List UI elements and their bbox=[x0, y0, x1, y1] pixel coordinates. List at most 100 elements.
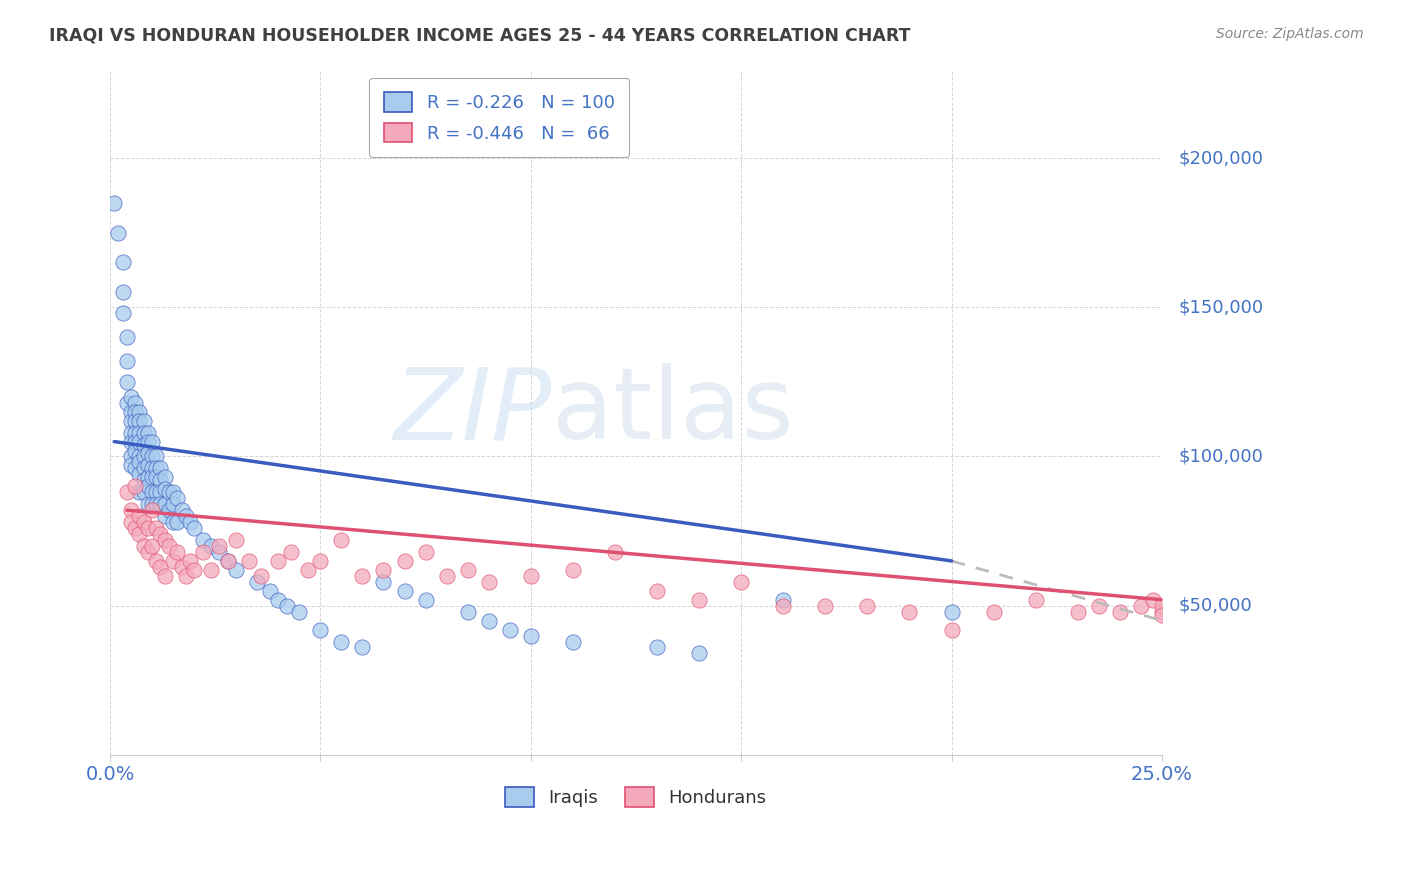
Point bbox=[478, 614, 501, 628]
Point bbox=[124, 414, 146, 428]
Legend: Iraqis, Hondurans: Iraqis, Hondurans bbox=[498, 780, 773, 814]
Point bbox=[128, 434, 150, 449]
Point bbox=[128, 467, 150, 482]
Point bbox=[145, 470, 167, 484]
Point bbox=[107, 226, 129, 240]
Point bbox=[217, 554, 239, 568]
Point bbox=[645, 583, 668, 598]
Point bbox=[128, 455, 150, 469]
Point bbox=[124, 434, 146, 449]
Point bbox=[145, 497, 167, 511]
Point bbox=[124, 425, 146, 440]
Point bbox=[276, 599, 298, 613]
Point bbox=[124, 443, 146, 458]
Point bbox=[267, 554, 290, 568]
Point bbox=[136, 446, 159, 460]
Point bbox=[141, 434, 163, 449]
Point bbox=[179, 554, 201, 568]
Point bbox=[394, 554, 416, 568]
Point bbox=[115, 375, 138, 389]
Point bbox=[120, 503, 142, 517]
Point bbox=[153, 509, 176, 524]
Point bbox=[132, 485, 155, 500]
Point bbox=[208, 545, 231, 559]
Point bbox=[157, 503, 180, 517]
Point bbox=[124, 396, 146, 410]
Point bbox=[141, 539, 163, 553]
Point bbox=[373, 574, 395, 589]
Point bbox=[225, 533, 247, 547]
Point bbox=[457, 563, 479, 577]
Point bbox=[436, 569, 458, 583]
Text: ZIP: ZIP bbox=[394, 363, 551, 460]
Point bbox=[561, 634, 583, 648]
Point bbox=[162, 485, 184, 500]
Point bbox=[128, 414, 150, 428]
Point bbox=[120, 458, 142, 473]
Point bbox=[561, 563, 583, 577]
Point bbox=[145, 450, 167, 464]
Point bbox=[162, 497, 184, 511]
Point bbox=[132, 539, 155, 553]
Point bbox=[179, 515, 201, 529]
Point bbox=[128, 450, 150, 464]
Point bbox=[128, 425, 150, 440]
Point bbox=[149, 474, 172, 488]
Text: $200,000: $200,000 bbox=[1178, 149, 1264, 167]
Point bbox=[250, 569, 273, 583]
Point bbox=[153, 569, 176, 583]
Point bbox=[183, 521, 205, 535]
Point bbox=[128, 509, 150, 524]
Point bbox=[120, 425, 142, 440]
Point bbox=[478, 574, 501, 589]
Point bbox=[246, 574, 269, 589]
Point bbox=[124, 521, 146, 535]
Point bbox=[136, 434, 159, 449]
Point bbox=[162, 515, 184, 529]
Point bbox=[688, 647, 710, 661]
Point bbox=[111, 306, 134, 320]
Point bbox=[1108, 605, 1130, 619]
Text: $150,000: $150,000 bbox=[1178, 298, 1264, 317]
Point bbox=[132, 450, 155, 464]
Point bbox=[141, 450, 163, 464]
Point bbox=[162, 554, 184, 568]
Point bbox=[103, 195, 125, 210]
Point bbox=[115, 396, 138, 410]
Point bbox=[1129, 599, 1152, 613]
Point bbox=[166, 545, 188, 559]
Point bbox=[1087, 599, 1109, 613]
Point bbox=[983, 605, 1005, 619]
Point bbox=[132, 425, 155, 440]
Point bbox=[141, 497, 163, 511]
Point bbox=[645, 640, 668, 655]
Point bbox=[1150, 607, 1173, 622]
Point bbox=[145, 554, 167, 568]
Point bbox=[183, 563, 205, 577]
Point bbox=[132, 414, 155, 428]
Point bbox=[217, 554, 239, 568]
Point bbox=[157, 485, 180, 500]
Point bbox=[115, 330, 138, 344]
Point bbox=[174, 509, 197, 524]
Point bbox=[153, 497, 176, 511]
Point bbox=[457, 605, 479, 619]
Text: atlas: atlas bbox=[551, 363, 793, 460]
Point bbox=[238, 554, 260, 568]
Point bbox=[132, 474, 155, 488]
Point bbox=[309, 554, 332, 568]
Point bbox=[128, 405, 150, 419]
Point bbox=[1150, 599, 1173, 613]
Point bbox=[603, 545, 626, 559]
Point bbox=[136, 545, 159, 559]
Text: Source: ZipAtlas.com: Source: ZipAtlas.com bbox=[1216, 27, 1364, 41]
Point bbox=[730, 574, 752, 589]
Point bbox=[132, 437, 155, 451]
Point bbox=[141, 461, 163, 475]
Point bbox=[191, 533, 214, 547]
Point bbox=[136, 521, 159, 535]
Point bbox=[136, 458, 159, 473]
Text: IRAQI VS HONDURAN HOUSEHOLDER INCOME AGES 25 - 44 YEARS CORRELATION CHART: IRAQI VS HONDURAN HOUSEHOLDER INCOME AGE… bbox=[49, 27, 911, 45]
Point bbox=[352, 569, 374, 583]
Point bbox=[309, 623, 332, 637]
